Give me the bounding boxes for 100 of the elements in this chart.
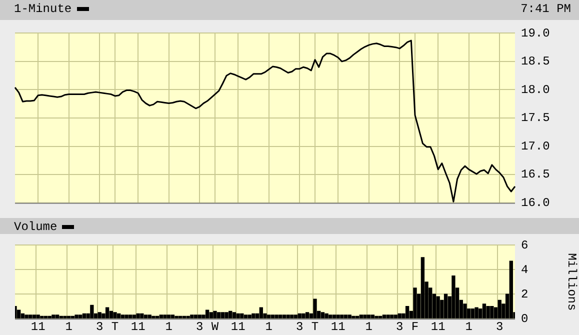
bar xyxy=(340,314,344,318)
bar xyxy=(328,314,332,318)
bar xyxy=(109,310,113,318)
bar xyxy=(178,316,182,318)
bar xyxy=(324,313,328,318)
bar xyxy=(390,314,394,318)
x-tick-label: 11 xyxy=(30,320,46,334)
y-tick-label: 6 xyxy=(521,238,528,252)
bar xyxy=(28,314,32,318)
bar xyxy=(32,314,36,318)
x-tick-label: 11 xyxy=(130,320,146,334)
bar xyxy=(305,312,310,318)
bar xyxy=(452,275,456,318)
bar xyxy=(55,314,60,318)
y-tick-label: 18.0 xyxy=(521,82,550,97)
x-tick-label: 1 xyxy=(165,320,172,334)
bar xyxy=(59,316,63,318)
bar xyxy=(470,308,475,318)
x-tick-label: 11 xyxy=(330,320,346,334)
bar xyxy=(509,260,513,318)
bar xyxy=(486,306,490,318)
bar xyxy=(17,310,21,318)
bar xyxy=(302,313,306,318)
bar xyxy=(259,307,263,318)
x-tick-label: 1 xyxy=(65,320,72,334)
y-tick-label: 0 xyxy=(521,312,528,326)
bar xyxy=(436,296,440,318)
bar xyxy=(90,304,94,318)
bar xyxy=(63,316,67,318)
bar xyxy=(240,313,244,318)
x-tick-label: T xyxy=(111,320,119,334)
bar xyxy=(132,314,136,318)
x-tick-label: T xyxy=(311,320,319,334)
bar xyxy=(474,307,478,318)
bar xyxy=(282,314,286,318)
x-tick-label: 11 xyxy=(230,320,246,334)
y2-axis-title: Millions xyxy=(564,253,579,311)
bar xyxy=(128,314,132,318)
bar xyxy=(190,314,194,318)
bar xyxy=(98,312,102,318)
bar xyxy=(490,306,494,318)
x-tick-label: 1 xyxy=(465,320,472,334)
y-tick-label: 16.5 xyxy=(521,168,550,182)
bar xyxy=(352,316,356,318)
bar xyxy=(274,314,278,318)
bar xyxy=(136,313,140,318)
bar xyxy=(420,257,425,318)
bar xyxy=(386,314,390,318)
bar xyxy=(194,314,198,318)
bar xyxy=(355,316,360,318)
legend-label: 1-Minute xyxy=(14,2,72,16)
bar xyxy=(144,314,148,318)
bar xyxy=(278,314,282,318)
bar xyxy=(24,314,28,318)
bar xyxy=(20,313,25,318)
x-tick-label: 3 xyxy=(496,320,504,334)
bar xyxy=(140,313,144,318)
bar xyxy=(463,304,467,318)
bar xyxy=(70,316,75,318)
bar xyxy=(220,312,225,318)
bar xyxy=(398,313,402,318)
bar xyxy=(52,314,56,318)
bar xyxy=(232,312,236,318)
bar xyxy=(367,314,371,318)
bar xyxy=(286,314,290,318)
bar xyxy=(198,314,202,318)
bar xyxy=(370,314,375,318)
bar xyxy=(44,316,48,318)
bar xyxy=(74,314,78,318)
bar xyxy=(378,316,382,318)
x-tick-label: 3 xyxy=(296,320,304,334)
x-tick-label: F xyxy=(411,320,419,334)
bar xyxy=(167,314,171,318)
x-tick-label: 3 xyxy=(196,320,204,334)
bar xyxy=(205,310,210,318)
bar xyxy=(336,314,340,318)
x-tick-label: 3 xyxy=(396,320,404,334)
bar xyxy=(294,314,298,318)
bar xyxy=(48,316,52,318)
bar xyxy=(394,314,398,318)
bar xyxy=(482,304,486,318)
bar xyxy=(363,314,367,318)
x-tick-label: 3 xyxy=(96,320,104,334)
bar xyxy=(405,306,410,318)
y-tick-label: 16.0 xyxy=(521,196,550,210)
bar xyxy=(244,314,248,318)
bar xyxy=(344,314,348,318)
bar xyxy=(228,310,232,318)
bar xyxy=(155,316,160,318)
bar xyxy=(113,312,117,318)
y-tick-label: 17.0 xyxy=(521,139,550,154)
bar xyxy=(159,314,163,318)
bar xyxy=(105,307,110,318)
bar xyxy=(40,316,44,318)
bar xyxy=(152,316,156,318)
bar xyxy=(224,312,228,318)
bar xyxy=(148,314,152,318)
bar xyxy=(186,316,190,318)
bar xyxy=(252,313,256,318)
bar xyxy=(498,300,502,318)
